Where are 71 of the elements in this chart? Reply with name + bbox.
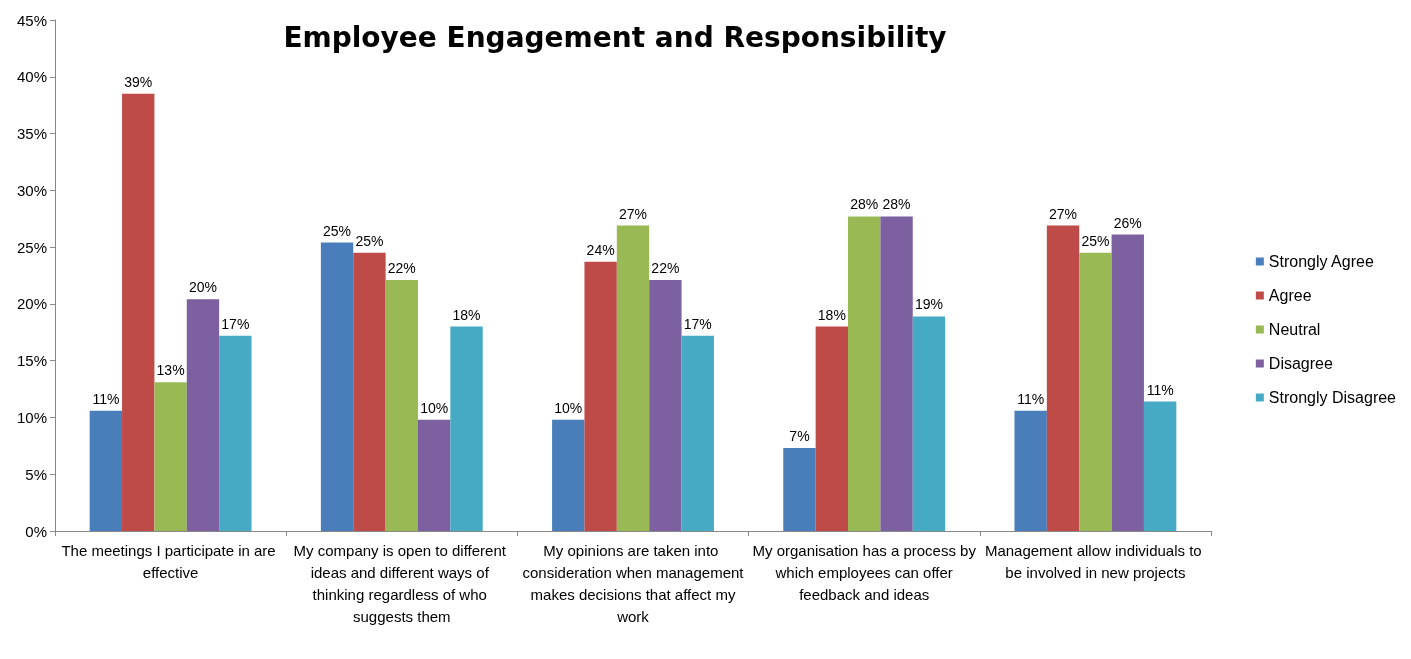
data-label: 28% — [850, 196, 879, 213]
x-tick-label: My company is open to different ideas and different ways of thinking regardless of who suggests them — [293, 541, 511, 625]
bar — [880, 216, 913, 531]
y-tick-label: 10% — [16, 408, 47, 426]
bar — [385, 280, 418, 531]
legend-label: Strongly Disagree — [1268, 389, 1397, 406]
data-label: 13% — [156, 362, 185, 379]
data-label: 17% — [221, 315, 250, 332]
bar — [186, 299, 220, 531]
bar — [681, 335, 714, 531]
x-tick-label: My organisation has a process by which employees can offer feedback and ideas — [752, 541, 977, 603]
data-label: 19% — [914, 296, 943, 313]
y-tick-label: 40% — [16, 68, 47, 86]
data-label: 27% — [618, 205, 648, 222]
bar — [417, 419, 451, 531]
bar — [1014, 410, 1047, 531]
bar — [1079, 252, 1112, 531]
data-label: 39% — [124, 73, 153, 90]
bar — [1046, 225, 1080, 531]
y-tick-label: 5% — [25, 465, 47, 483]
bar — [1143, 401, 1177, 531]
y-tick-label: 45% — [16, 11, 47, 29]
y-tick-label: 0% — [25, 522, 47, 540]
bar — [219, 335, 252, 531]
bar — [154, 382, 187, 531]
data-label: 25% — [1081, 232, 1110, 249]
y-tick-label: 30% — [16, 181, 47, 199]
bar — [783, 448, 816, 531]
data-label: 7% — [789, 428, 810, 445]
bar — [912, 316, 946, 531]
data-label: 10% — [554, 399, 583, 416]
data-label: 17% — [683, 315, 712, 332]
data-label: 11% — [1017, 390, 1045, 407]
chart-title: Employee Engagement and Responsibility — [283, 20, 947, 54]
data-label: 28% — [882, 196, 911, 213]
bar — [616, 225, 650, 531]
data-label: 25% — [323, 222, 352, 239]
data-label: 10% — [420, 399, 449, 416]
bar — [450, 326, 483, 531]
bar — [1111, 234, 1144, 531]
bar — [320, 242, 354, 531]
x-tick-label: Management allow individuals to be involved in new projects — [984, 541, 1206, 581]
data-label: 22% — [387, 260, 416, 277]
legend-label: Neutral — [1268, 321, 1321, 338]
x-tick-label: The meetings I participate in are effective — [61, 541, 280, 581]
legend-label: Agree — [1268, 287, 1312, 304]
legend-label: Disagree — [1268, 355, 1333, 372]
legend-label: Strongly Agree — [1268, 253, 1374, 270]
data-label: 11% — [92, 390, 120, 407]
bar — [353, 252, 386, 531]
y-tick-label: 35% — [16, 125, 47, 143]
data-label: 20% — [188, 279, 217, 296]
bar — [584, 261, 617, 531]
bar — [649, 280, 682, 531]
data-label: 18% — [452, 306, 481, 323]
data-label: 26% — [1113, 214, 1142, 231]
bar — [848, 216, 881, 531]
data-label: 22% — [651, 260, 680, 277]
bar — [89, 410, 123, 531]
data-label: 24% — [586, 241, 615, 258]
data-label: 25% — [355, 232, 384, 249]
x-tick-label: My opinions are taken into consideration when management makes decisions that affect my work — [522, 541, 745, 625]
data-label: 18% — [817, 306, 846, 323]
bar — [815, 326, 849, 531]
data-label: 11% — [1146, 381, 1174, 398]
y-tick-label: 25% — [16, 238, 47, 256]
data-label: 27% — [1049, 205, 1078, 222]
y-tick-label: 20% — [16, 295, 47, 313]
bar — [552, 419, 585, 531]
bar — [122, 93, 155, 531]
y-tick-label: 15% — [16, 352, 47, 370]
